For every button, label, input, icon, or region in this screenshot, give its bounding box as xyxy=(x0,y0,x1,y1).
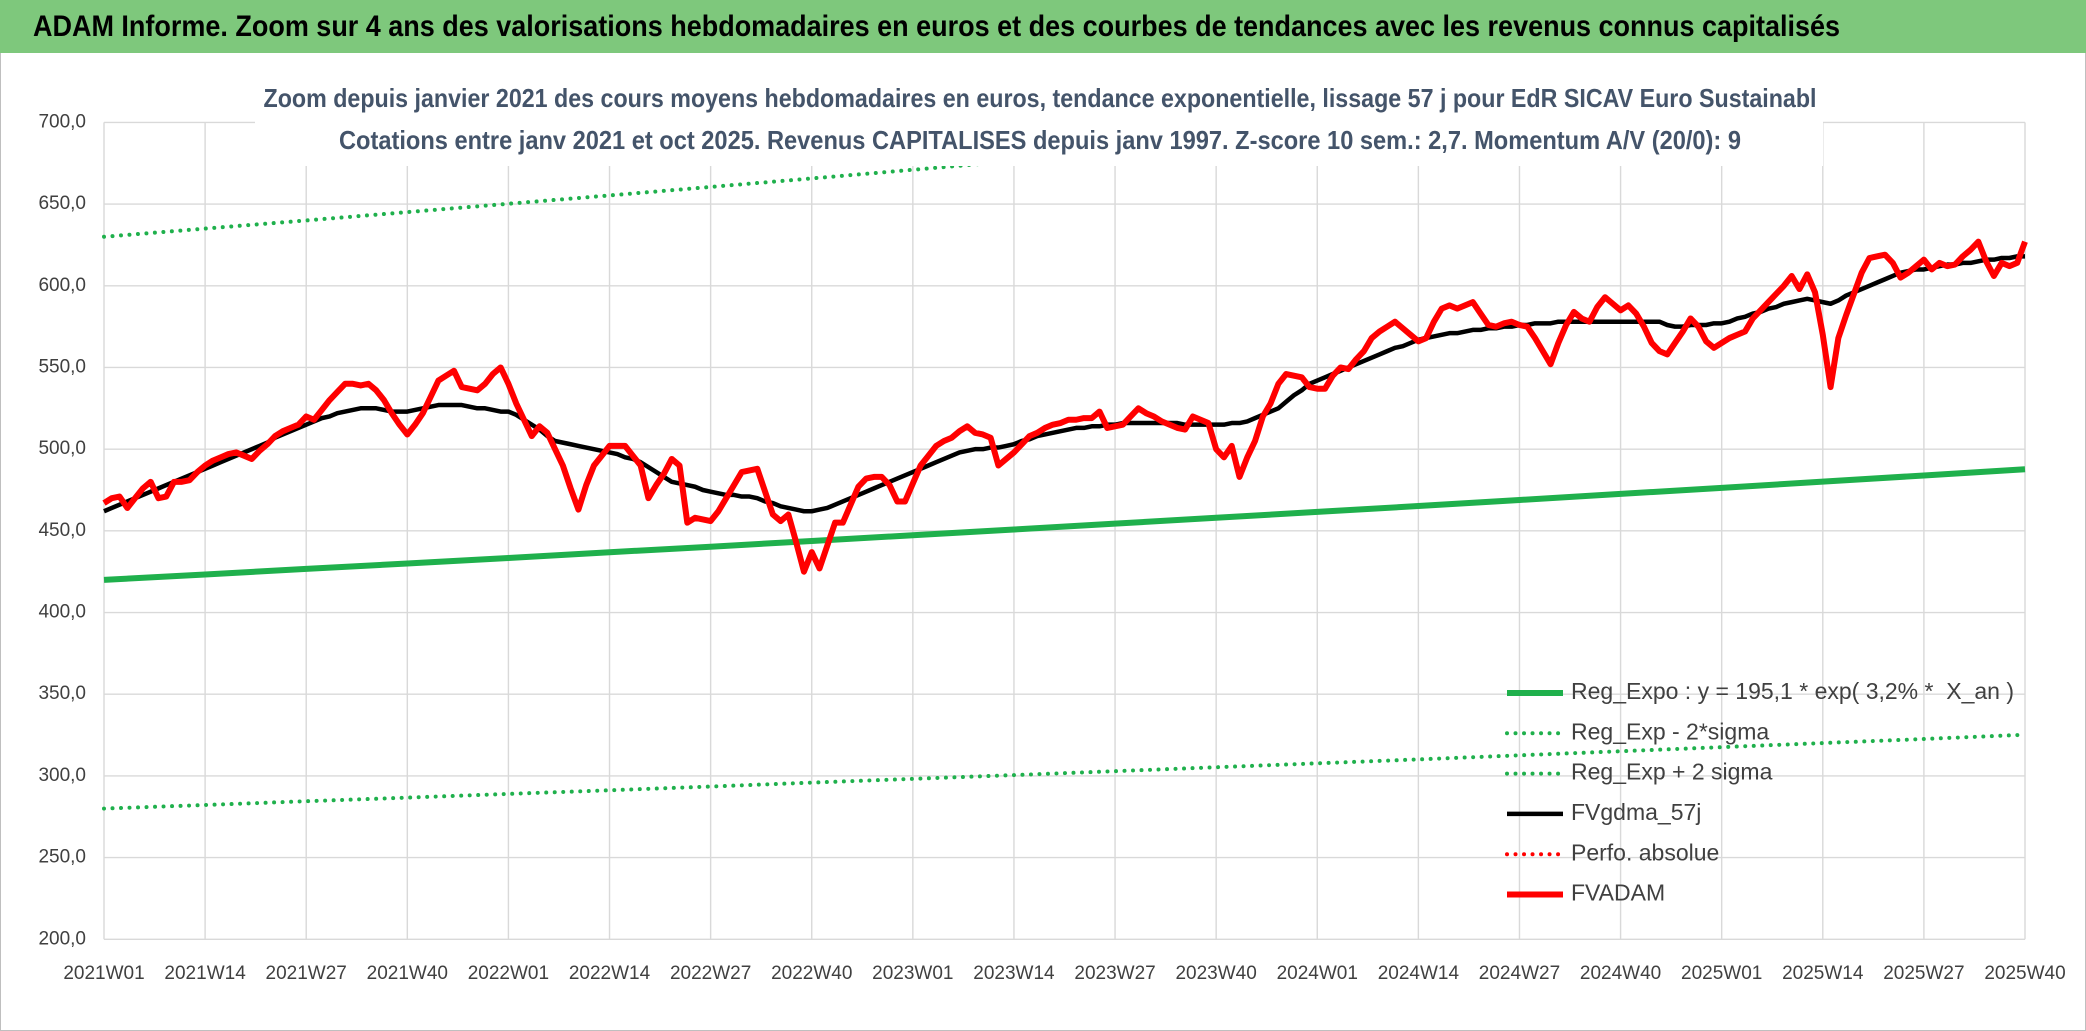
y-tick-label: 350,0 xyxy=(38,683,86,704)
y-tick-label: 500,0 xyxy=(38,438,86,459)
x-tick-label: 2022W27 xyxy=(670,963,751,984)
y-tick-label: 450,0 xyxy=(38,520,86,541)
x-tick-label: 2024W27 xyxy=(1479,963,1560,984)
legend: Reg_Expo : y = 195,1 * exp( 3,2% * X_an … xyxy=(1505,678,2014,906)
page-title: ADAM Informe. Zoom sur 4 ans des valoris… xyxy=(33,10,1840,43)
legend-label: Reg_Exp - 2*sigma xyxy=(1571,718,1769,744)
title-box xyxy=(255,80,1823,166)
x-tick-label: 2021W14 xyxy=(164,963,246,984)
plot xyxy=(102,118,2028,811)
x-tick-label: 2023W40 xyxy=(1175,963,1256,984)
banner xyxy=(0,0,2086,53)
y-tick-label: 600,0 xyxy=(38,275,86,296)
x-tick-label: 2025W01 xyxy=(1681,963,1762,984)
x-tick-label: 2025W27 xyxy=(1883,963,1964,984)
legend-label: Perfo. absolue xyxy=(1571,839,1719,865)
y-tick-label: 550,0 xyxy=(38,356,86,377)
x-tick-label: 2021W40 xyxy=(367,963,448,984)
legend-label: Reg_Exp + 2 sigma xyxy=(1571,759,1773,785)
x-tick-label: 2024W40 xyxy=(1580,963,1661,984)
series-line xyxy=(102,732,2027,811)
x-tick-label: 2024W14 xyxy=(1378,963,1460,984)
series-line xyxy=(103,466,2026,583)
x-tick-label: 2025W40 xyxy=(1984,963,2065,984)
x-tick-label: 2021W01 xyxy=(63,963,144,984)
y-tick-label: 400,0 xyxy=(38,602,86,623)
chart-subtitle: Cotations entre janv 2021 et oct 2025. R… xyxy=(339,125,1741,155)
x-tick-label: 2022W14 xyxy=(569,963,651,984)
x-tick-label: 2024W01 xyxy=(1277,963,1358,984)
y-tick-label: 650,0 xyxy=(38,193,86,214)
x-tick-label: 2025W14 xyxy=(1782,963,1864,984)
x-tick-label: 2023W01 xyxy=(872,963,953,984)
x-tick-label: 2021W27 xyxy=(266,963,347,984)
legend-label: FVgdma_57j xyxy=(1571,799,1701,825)
x-tick-label: 2022W01 xyxy=(468,963,549,984)
x-tick-label: 2023W14 xyxy=(973,963,1055,984)
legend-label: Reg_Expo : y = 195,1 * exp( 3,2% * X_an … xyxy=(1571,678,2014,704)
axes: 200,0 250,0 300,0 350,0 400,0 450,0 500,0 550,0… xyxy=(38,111,2065,984)
y-tick-label: 200,0 xyxy=(38,928,86,949)
legend-label: FVADAM xyxy=(1571,880,1665,906)
series-line xyxy=(102,238,2028,575)
y-tick-label: 250,0 xyxy=(38,847,86,868)
y-tick-label: 700,0 xyxy=(38,111,86,132)
x-tick-label: 2022W40 xyxy=(771,963,852,984)
x-tick-label: 2023W27 xyxy=(1074,963,1155,984)
y-tick-label: 300,0 xyxy=(38,765,86,786)
chart-title: Zoom depuis janvier 2021 des cours moyen… xyxy=(264,83,1817,113)
